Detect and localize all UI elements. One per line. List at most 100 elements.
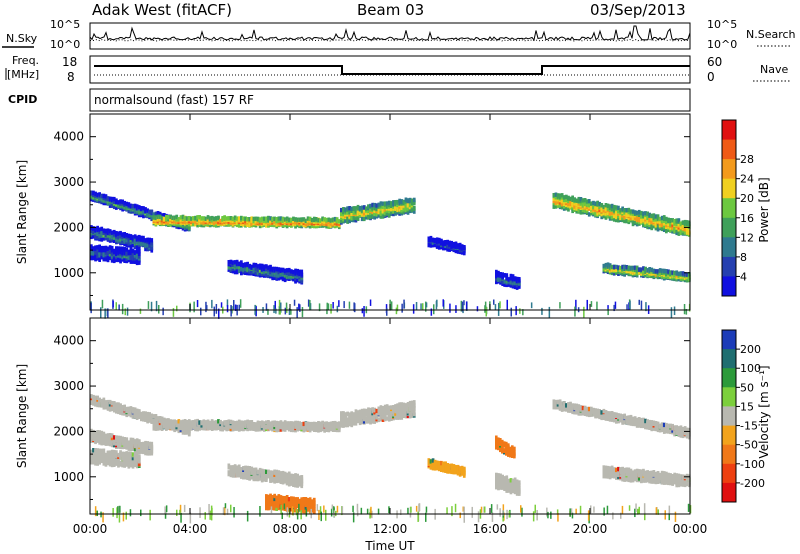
y-tick-label: 4000 (53, 130, 84, 144)
colorbar-swatch (722, 425, 736, 446)
echo-region (495, 472, 521, 496)
echo-region (602, 465, 691, 488)
time-x-axis: 00:00 04:00 08:00 12:00 16:00 20:00 00:00 (73, 114, 708, 536)
colorbar-tick-label: 24 (740, 173, 754, 186)
colorbar-swatch (722, 387, 736, 407)
colorbar-swatch (722, 237, 736, 258)
colorbar-swatch (722, 349, 736, 369)
echo-region (340, 400, 416, 428)
colorbar-tick-label: 28 (740, 153, 754, 166)
date-label: 03/Sep/2013 (590, 1, 686, 19)
velocity-panel: 1000 2000 3000 4000 Slant Range [km] 200 100… (15, 317, 771, 524)
noise-strip: N.Sky 10^5 10^0 10^5 10^0 N.Search (2, 18, 796, 51)
x-axis-label: Time UT (364, 539, 415, 553)
colorbar-swatch (722, 217, 736, 238)
colorbar-swatch (722, 368, 736, 388)
colorbar-frame (721, 119, 737, 297)
y-tick-label: 1000 (53, 470, 84, 484)
colorbar-frame (721, 329, 737, 503)
colorbar-swatch (722, 406, 736, 426)
colorbar-swatch (722, 276, 736, 297)
freq-strip: Freq. [MHz] 18 8 60 0 Nave (5, 54, 790, 84)
nave-tick-bottom: 0 (707, 70, 715, 84)
echo-region (90, 244, 141, 266)
beam-label: Beam 03 (357, 1, 424, 19)
y-tick-label: 1000 (53, 266, 84, 280)
nsearch-label: N.Search (746, 28, 796, 41)
colorbar-tick-label: 16 (740, 212, 754, 225)
near-range-speckle (94, 503, 692, 524)
velocity-echo-field (90, 394, 692, 524)
x-tick-label: 08:00 (273, 522, 308, 536)
power-colorbar-label: Power [dB] (757, 177, 771, 242)
y-tick-label: 2000 (53, 220, 84, 234)
nsearch-tick-bottom: 10^0 (707, 38, 737, 51)
colorbar-tick-label: 8 (740, 251, 747, 264)
x-tick-label: 00:00 (673, 522, 708, 536)
y-tick-label: 3000 (53, 175, 84, 189)
colorbar-tick-label: 4 (740, 270, 747, 283)
velocity-ylabel: Slant Range [km] (15, 364, 29, 468)
velocity-colorbar-label: Velocity [m s⁻¹] (757, 365, 771, 458)
x-tick-label: 12:00 (373, 522, 408, 536)
colorbar-swatch (722, 139, 736, 160)
y-tick-label: 2000 (53, 424, 84, 438)
freq-trace (94, 65, 690, 75)
nsearch-tick-top: 10^5 (707, 18, 737, 31)
velocity-colorbar: 200 100 50 15 -15 -50 -100 -200 (721, 329, 765, 503)
echo-region (602, 262, 691, 283)
nsky-trace (89, 25, 691, 42)
echo-region (552, 192, 691, 237)
echo-region (427, 235, 466, 256)
power-y-axis: 1000 2000 3000 4000 (53, 130, 690, 296)
nsearch-trace (90, 38, 691, 42)
velocity-y-axis: 1000 2000 3000 4000 (53, 334, 690, 500)
echo-region (265, 493, 316, 515)
power-panel: 1000 2000 3000 4000 Slant Range [km] 4 8 12 16… (15, 113, 771, 319)
colorbar-swatch (722, 159, 736, 180)
nave-tick-top: 60 (707, 55, 722, 69)
echo-region (340, 197, 416, 225)
freq-tick-top: 18 (62, 55, 77, 69)
colorbar-tick-label: -50 (740, 439, 758, 452)
echo-region (495, 269, 521, 290)
colorbar-swatch (722, 198, 736, 219)
colorbar-swatch (722, 482, 736, 503)
echo-region (152, 214, 341, 230)
echo-region (227, 259, 304, 285)
colorbar-tick-label: -100 (740, 458, 765, 471)
colorbar-tick-label: 15 (740, 400, 754, 413)
colorbar-tick-label: 12 (740, 231, 754, 244)
radar-title: Adak West (fitACF) (92, 1, 232, 19)
y-tick-label: 3000 (53, 379, 84, 393)
colorbar-swatch (722, 330, 736, 350)
colorbar-tick-label: 100 (740, 362, 761, 375)
cpid-label: CPID (8, 93, 37, 106)
nsky-tick-top: 10^5 (50, 18, 80, 31)
near-range-speckle (90, 299, 691, 319)
echo-region (495, 435, 516, 459)
cpid-value: normalsound (fast) 157 RF (94, 93, 254, 107)
colorbar-swatch (722, 463, 736, 484)
power-colorbar: 4 8 12 16 20 24 28 (721, 119, 754, 297)
nsky-tick-bottom: 10^0 (50, 38, 80, 51)
colorbar-tick-label: 200 (740, 343, 761, 356)
echo-region (152, 418, 341, 433)
echo-region (90, 448, 141, 469)
freq-label-line1: Freq. (12, 54, 39, 67)
power-ylabel: Slant Range [km] (15, 160, 29, 264)
colorbar-swatch (722, 256, 736, 277)
echo-region (90, 225, 154, 253)
echo-region (552, 399, 691, 440)
colorbar-swatch (722, 178, 736, 199)
echo-region (227, 463, 304, 489)
nave-label: Nave (760, 63, 788, 76)
y-tick-label: 4000 (53, 334, 84, 348)
colorbar-swatch (722, 444, 736, 465)
colorbar-tick-label: 20 (740, 192, 754, 205)
x-tick-label: 20:00 (573, 522, 608, 536)
x-tick-label: 00:00 (73, 522, 108, 536)
colorbar-tick-label: -200 (740, 477, 765, 490)
freq-label-line2: [MHz] (7, 68, 39, 81)
